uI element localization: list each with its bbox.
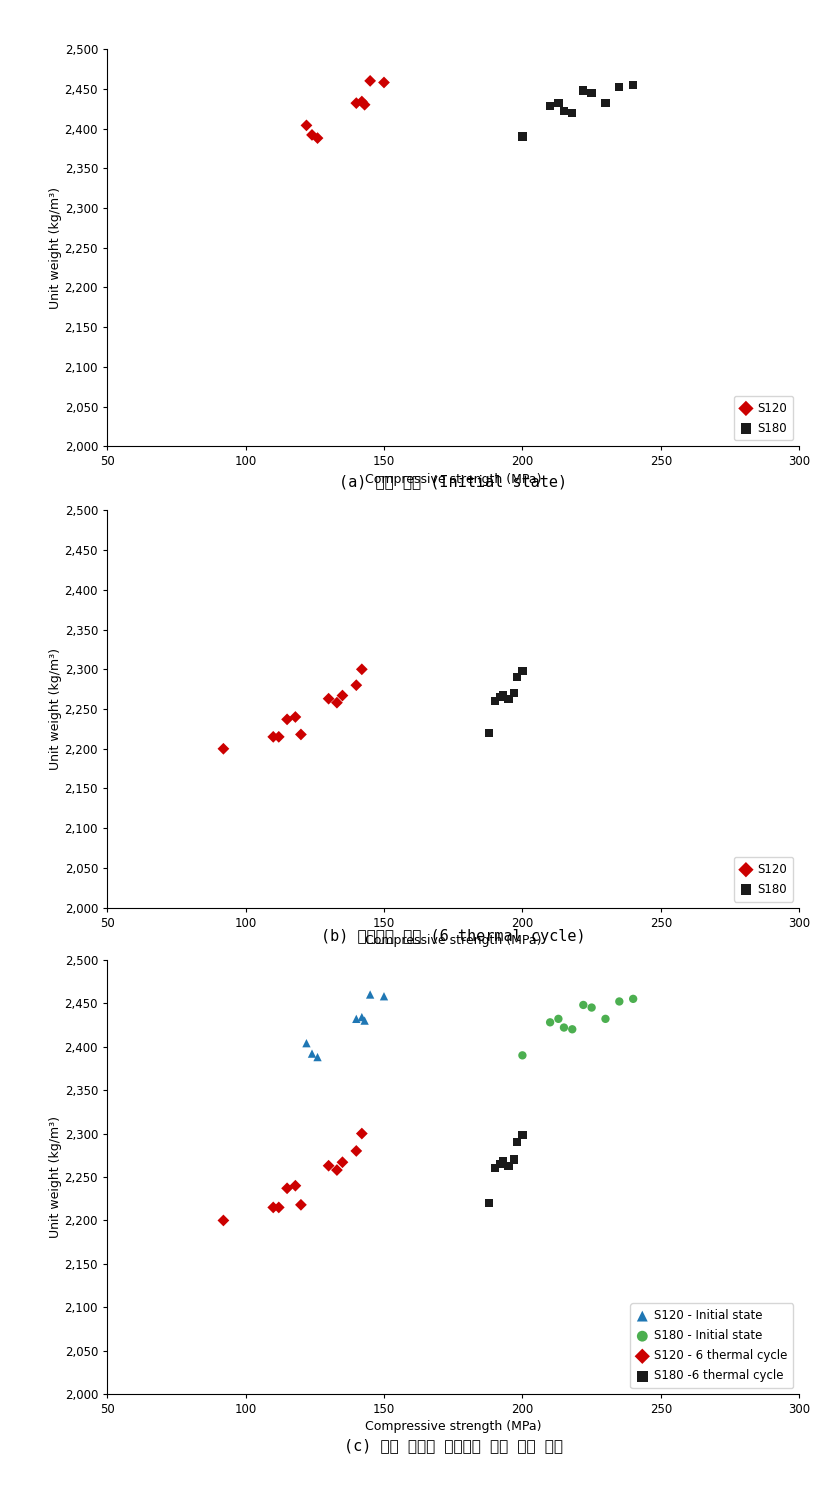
S180 [508,682,521,705]
S180 - Initial state [585,995,598,1019]
S180 - Initial state [599,1007,612,1031]
S180 [494,684,507,708]
S120 - Initial state [355,1006,368,1030]
S180 [510,665,523,689]
S120 [217,737,230,760]
X-axis label: Compressive strength (MPa): Compressive strength (MPa) [365,1421,541,1433]
S180 [577,79,590,103]
Y-axis label: Unit weight (kg/m³): Unit weight (kg/m³) [49,187,62,308]
S120 [336,683,349,707]
S120 [294,723,307,747]
S120 [306,124,319,147]
X-axis label: Compressive strength (MPa): Compressive strength (MPa) [365,473,541,485]
S120 - Initial state [377,985,391,1009]
S120 [349,91,363,115]
S180 -6 thermal cycle [483,1192,496,1216]
S120 [280,707,293,731]
S120 - 6 thermal cycle [294,1193,307,1217]
S180 [516,125,529,149]
S180 [599,91,612,115]
S180 - Initial state [516,1043,529,1067]
S180 [552,91,565,115]
S180 - Initial state [577,992,590,1016]
S180 -6 thermal cycle [488,1156,501,1180]
S180 [502,687,515,711]
S120 - Initial state [349,1007,363,1031]
S120 - 6 thermal cycle [336,1150,349,1174]
Y-axis label: Unit weight (kg/m³): Unit weight (kg/m³) [49,1116,62,1238]
S180 [496,683,509,707]
S120 [272,725,285,748]
S180 -6 thermal cycle [494,1152,507,1176]
S120 [349,673,363,696]
S120 - 6 thermal cycle [288,1174,302,1198]
S120 - Initial state [306,1042,319,1065]
S180 [557,100,570,124]
S180 [488,689,501,713]
Text: (b) 열사이클 적용 (6 thermal cycle): (b) 열사이클 적용 (6 thermal cycle) [321,929,586,943]
S120 [363,68,377,92]
S120 - 6 thermal cycle [280,1177,293,1201]
S120 [358,92,371,116]
S120 [322,687,335,711]
S120 - Initial state [311,1045,324,1068]
S120 - 6 thermal cycle [267,1195,280,1219]
S180 [585,80,598,104]
S120 [377,70,391,94]
S120 [300,113,313,137]
S120 [288,705,302,729]
S120 - Initial state [358,1009,371,1033]
S180 [516,659,529,683]
S120 [330,690,344,714]
S180 [626,73,639,97]
Legend: S120, S180: S120, S180 [734,857,794,902]
Y-axis label: Unit weight (kg/m³): Unit weight (kg/m³) [49,649,62,769]
S180 - Initial state [544,1010,557,1034]
Legend: S120, S180: S120, S180 [734,396,794,440]
S120 [355,658,368,682]
S180 [483,722,496,745]
S180 [544,94,557,118]
X-axis label: Compressive strength (MPa): Compressive strength (MPa) [365,934,541,946]
S180 - Initial state [552,1007,565,1031]
S120 [311,126,324,150]
S180 - Initial state [565,1018,578,1042]
S120 - 6 thermal cycle [322,1153,335,1177]
S180 -6 thermal cycle [508,1147,521,1171]
S120 - 6 thermal cycle [330,1158,344,1181]
S180 -6 thermal cycle [496,1149,509,1173]
S180 -6 thermal cycle [502,1153,515,1177]
S120 - 6 thermal cycle [355,1122,368,1146]
S180 - Initial state [613,990,626,1013]
S120 [355,89,368,113]
S180 - Initial state [626,987,639,1010]
Legend: S120 - Initial state, S180 - Initial state, S120 - 6 thermal cycle, S180 -6 ther: S120 - Initial state, S180 - Initial sta… [630,1303,794,1388]
S180 -6 thermal cycle [516,1123,529,1147]
S120 - Initial state [363,982,377,1006]
S120 - 6 thermal cycle [349,1138,363,1162]
Text: (a) 상온 상태 (Initial state): (a) 상온 상태 (Initial state) [339,475,567,490]
S180 [613,76,626,100]
S180 [565,101,578,125]
Text: (c) 상온 상태와 열사이클 적용 실험 결과: (c) 상온 상태와 열사이클 적용 실험 결과 [344,1439,563,1454]
S180 - Initial state [557,1016,570,1040]
S120 - 6 thermal cycle [272,1195,285,1219]
S120 - Initial state [300,1031,313,1055]
S120 [267,725,280,748]
S180 -6 thermal cycle [510,1131,523,1155]
S120 - 6 thermal cycle [217,1208,230,1232]
